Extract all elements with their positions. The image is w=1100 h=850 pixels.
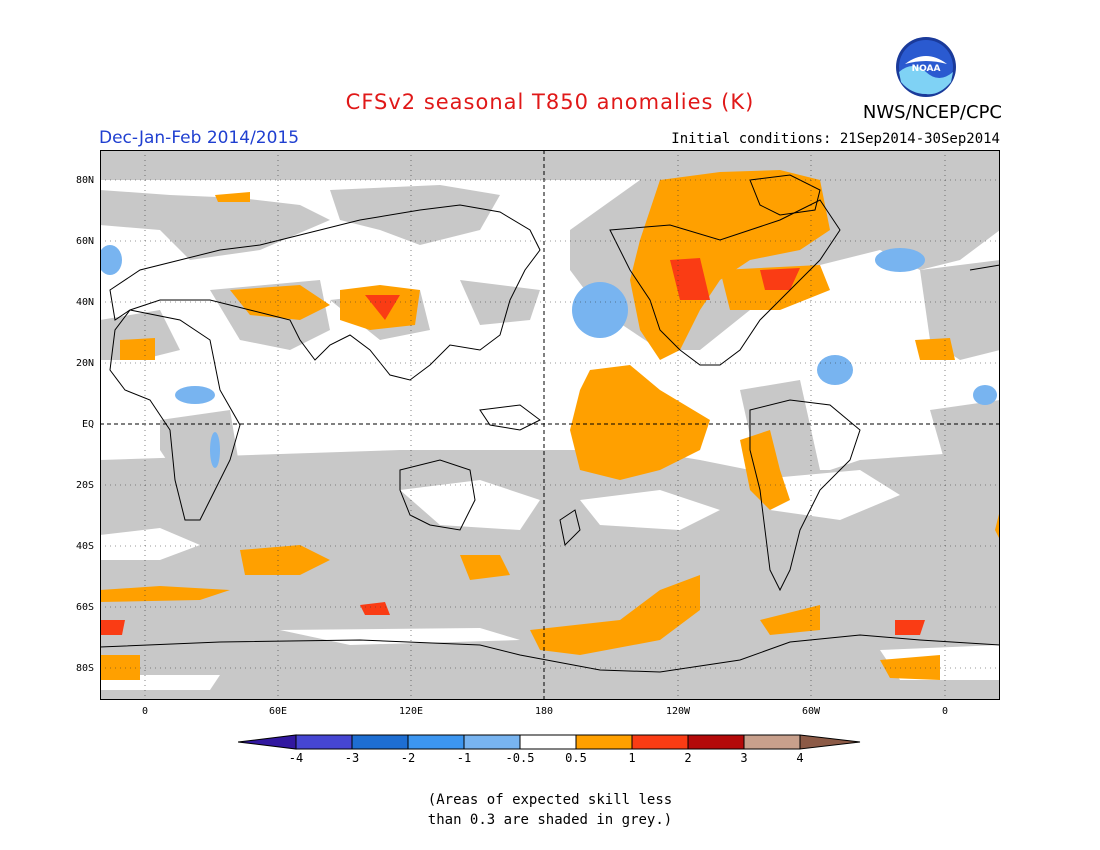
colorbar [238,734,861,750]
lat-label: 40N [75,297,94,308]
colorbar-swatch [464,735,520,749]
colorbar-swatch [576,735,632,749]
lon-label: 0 [941,706,949,717]
colorbar-swatch [352,735,408,749]
coastlines [100,174,1000,673]
colorbar-arrow-right [800,735,860,749]
lat-label: 20S [75,480,94,491]
lat-label: 60N [75,236,94,247]
skill-footnote: (Areas of expected skill less than 0.3 a… [0,790,1100,830]
colorbar-tick-label: -2 [400,751,416,765]
colorbar-arrow-left [238,735,296,749]
graticule [100,150,1000,700]
equator-dateline [100,150,1000,700]
colorbar-tick-label: 0.5 [565,751,587,765]
lat-label: 40S [75,541,94,552]
colorbar-tick-label: -1 [456,751,472,765]
initial-conditions-label: Initial conditions: 21Sep2014-30Sep2014 [671,131,1000,147]
lon-label: 60W [801,706,821,717]
colorbar-swatch [744,735,800,749]
lon-label: 180 [534,706,554,717]
colorbar-swatch [688,735,744,749]
lon-label: 120E [398,706,424,717]
lat-label: EQ [81,419,94,430]
colorbar-tick-label: 1 [628,751,636,765]
colorbar-tick-label: -0.5 [505,751,535,765]
skill-footnote-line: than 0.3 are shaded in grey.) [427,812,673,828]
colorbar-tick-label: 3 [740,751,748,765]
positive-anomalies-red [100,258,925,635]
colorbar-tick-label: 4 [796,751,804,765]
noaa-logo-text: NOAA [912,64,941,74]
colorbar-swatch [296,735,352,749]
colorbar-swatch [408,735,464,749]
season-label: Dec-Jan-Feb 2014/2015 [99,128,300,148]
noaa-logo-icon: NOAA [896,37,956,97]
lon-label: 120W [665,706,691,717]
colorbar-swatch [520,735,576,749]
colorbar-swatch [632,735,688,749]
lon-label: 0 [141,706,149,717]
anomaly-map [100,150,1000,700]
negative-anomalies-blue [100,245,997,468]
agency-label: NWS/NCEP/CPC [862,102,1002,123]
map-title: CFSv2 seasonal T850 anomalies (K) [345,90,755,114]
lat-label: 60S [75,602,94,613]
lon-label: 60E [268,706,288,717]
lat-label: 20N [75,358,94,369]
lat-label: 80S [75,663,94,674]
colorbar-tick-label: -3 [344,751,360,765]
colorbar-tick-label: 2 [684,751,692,765]
map-frame [100,150,1000,700]
skill-footnote-line: (Areas of expected skill less [427,792,673,808]
colorbar-tick-label: -4 [288,751,304,765]
lat-label: 80N [75,175,94,186]
